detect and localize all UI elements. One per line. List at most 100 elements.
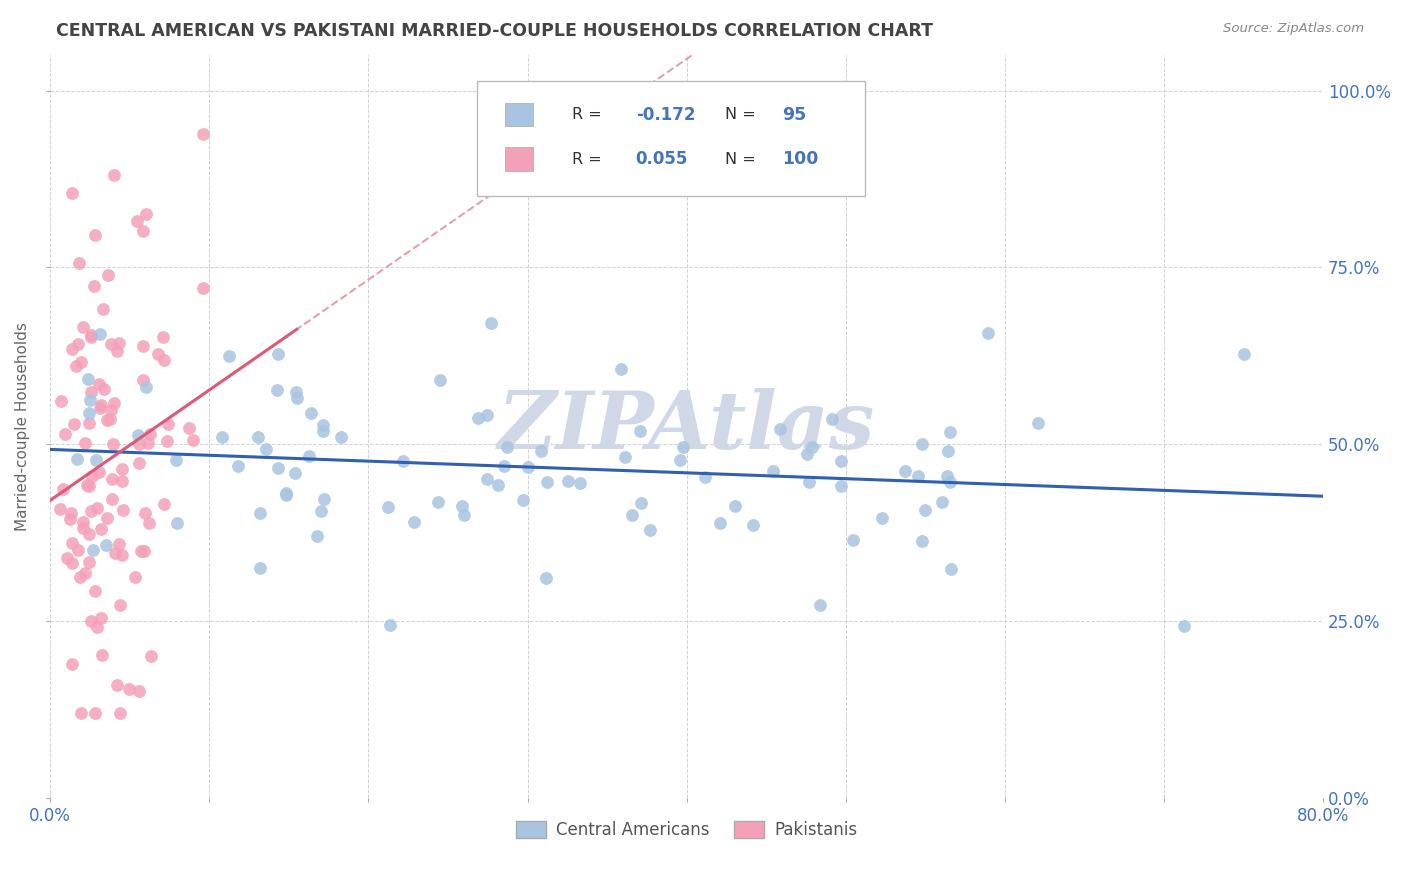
- Point: [193, 127, 215, 141]
- Point: [75, 566, 97, 580]
- Point: [60, 186, 83, 200]
- Point: [274, 486, 297, 500]
- Point: [936, 469, 959, 483]
- Point: [211, 430, 233, 444]
- Point: [132, 224, 155, 238]
- Point: [135, 207, 157, 221]
- Point: [451, 499, 474, 513]
- Point: [378, 618, 401, 632]
- Point: [638, 523, 661, 537]
- Point: [1173, 618, 1195, 632]
- Point: [426, 495, 449, 509]
- Point: [91, 648, 114, 662]
- Legend: Central Americans, Pakistanis: Central Americans, Pakistanis: [509, 814, 865, 846]
- Point: [475, 408, 498, 422]
- Point: [429, 373, 451, 387]
- Point: [977, 326, 1000, 341]
- Point: [89, 377, 111, 392]
- Point: [84, 706, 107, 721]
- Text: R =: R =: [572, 107, 607, 122]
- Point: [672, 440, 695, 454]
- Point: [111, 462, 134, 476]
- Point: [67, 255, 90, 269]
- Point: [136, 435, 159, 450]
- Text: CENTRAL AMERICAN VS PAKISTANI MARRIED-COUPLE HOUSEHOLDS CORRELATION CHART: CENTRAL AMERICAN VS PAKISTANI MARRIED-CO…: [56, 22, 934, 40]
- Point: [724, 500, 747, 514]
- Point: [249, 506, 271, 520]
- Point: [60, 342, 83, 356]
- Point: [79, 416, 101, 430]
- Point: [156, 434, 179, 448]
- Point: [312, 492, 335, 507]
- Point: [77, 406, 100, 420]
- Point: [821, 412, 844, 426]
- Point: [83, 279, 105, 293]
- Point: [762, 464, 785, 478]
- Point: [312, 424, 335, 438]
- Text: N =: N =: [725, 152, 761, 167]
- Point: [94, 538, 117, 552]
- Point: [165, 452, 187, 467]
- Point: [69, 569, 91, 583]
- Point: [60, 556, 83, 570]
- Point: [107, 537, 129, 551]
- Point: [132, 373, 155, 387]
- Point: [299, 406, 322, 420]
- Point: [103, 168, 125, 182]
- Point: [80, 328, 103, 343]
- Point: [103, 396, 125, 410]
- Point: [467, 411, 489, 425]
- Point: [79, 393, 101, 408]
- Point: [939, 475, 962, 489]
- Point: [153, 497, 176, 511]
- Point: [801, 440, 824, 454]
- Point: [82, 542, 104, 557]
- Text: ZIPAtlas: ZIPAtlas: [498, 388, 876, 466]
- Point: [100, 402, 122, 417]
- Point: [1233, 347, 1256, 361]
- Point: [108, 706, 131, 721]
- Point: [218, 349, 240, 363]
- Point: [894, 463, 917, 477]
- Point: [256, 442, 278, 456]
- Point: [90, 398, 112, 412]
- Point: [80, 504, 103, 518]
- Point: [830, 454, 852, 468]
- Point: [96, 511, 118, 525]
- Point: [274, 488, 297, 502]
- Point: [181, 433, 204, 447]
- Point: [69, 355, 91, 369]
- Point: [138, 516, 160, 530]
- Point: [709, 516, 731, 530]
- Point: [76, 477, 98, 491]
- Point: [97, 268, 120, 282]
- Point: [496, 440, 519, 454]
- Point: [266, 383, 288, 397]
- Point: [135, 380, 157, 394]
- Point: [536, 475, 558, 489]
- Point: [249, 560, 271, 574]
- Point: [77, 479, 100, 493]
- Point: [72, 521, 94, 535]
- FancyBboxPatch shape: [477, 81, 865, 196]
- Point: [179, 421, 201, 435]
- Point: [911, 436, 934, 450]
- Point: [101, 436, 124, 450]
- Point: [246, 430, 269, 444]
- Point: [132, 544, 155, 558]
- Point: [105, 678, 128, 692]
- FancyBboxPatch shape: [505, 103, 533, 127]
- Point: [872, 510, 894, 524]
- Point: [907, 469, 929, 483]
- Text: 95: 95: [782, 105, 807, 124]
- Point: [65, 359, 87, 373]
- Point: [100, 337, 122, 351]
- Point: [69, 706, 91, 721]
- Point: [111, 548, 134, 562]
- Point: [59, 506, 82, 520]
- Point: [91, 301, 114, 316]
- Point: [49, 501, 72, 516]
- Point: [914, 502, 936, 516]
- Point: [60, 657, 83, 671]
- Point: [536, 571, 558, 585]
